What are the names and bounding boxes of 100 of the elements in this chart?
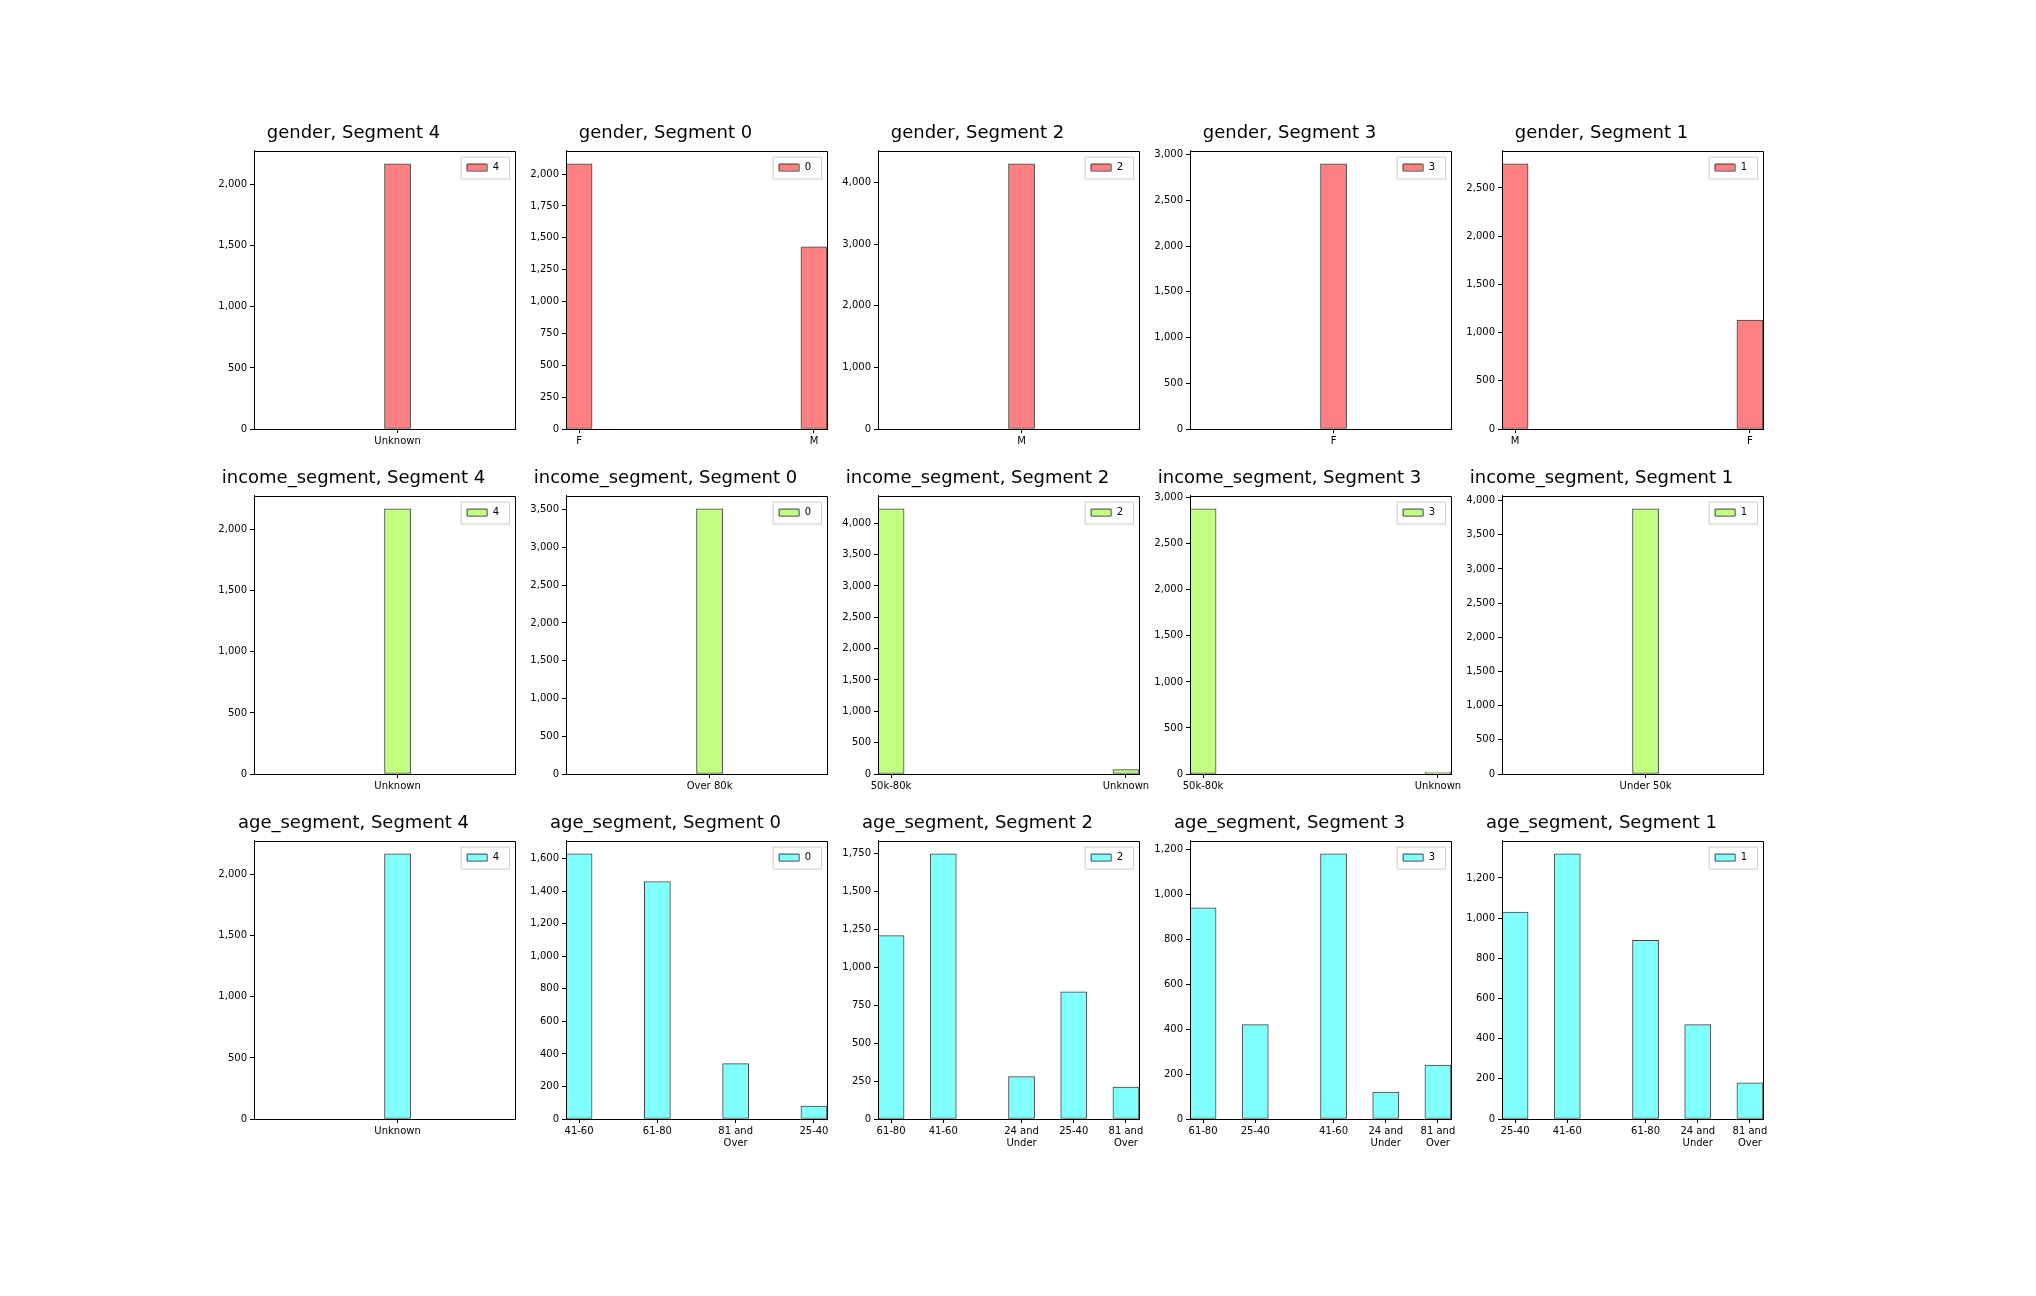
x-tick-label: Unknown: [374, 779, 421, 791]
y-tick-label: 1,250: [530, 263, 559, 275]
legend-label: 0: [804, 506, 812, 518]
y-tick-label: 0: [552, 767, 559, 779]
y-tick-label: 1,000: [1466, 699, 1495, 711]
chart-title: gender, Segment 1: [1514, 121, 1689, 143]
chart-title: income_segment, Segment 4: [221, 466, 486, 489]
y-tick-label: 1,250: [842, 923, 871, 935]
y-tick-label: 1,750: [842, 847, 871, 859]
chart-title: income_segment, Segment 0: [533, 466, 798, 489]
y-tick-label: 200: [539, 1080, 559, 1092]
x-tick-label: Under 50k: [1619, 779, 1672, 791]
x-tick-label: 61-80: [876, 1124, 906, 1136]
x-tick-label: 81 and Over: [1108, 1124, 1144, 1148]
y-tick-label: 200: [1163, 1067, 1183, 1079]
y-tick-label: 2,000: [218, 523, 247, 535]
x-tick-label: 24 and Under: [1004, 1124, 1039, 1148]
y-tick-label: 3,000: [842, 579, 871, 591]
y-tick-label: 1,000: [842, 961, 871, 973]
y-tick-label: 500: [227, 706, 247, 718]
y-tick-label: 400: [1163, 1022, 1183, 1034]
x-tick-label: 61-80: [1631, 1124, 1661, 1136]
x-tick-label: 25-40: [1500, 1124, 1530, 1136]
y-tick-label: 1,500: [218, 929, 247, 941]
y-tick-label: 600: [1475, 992, 1495, 1004]
y-tick-label: 2,000: [218, 868, 247, 880]
y-tick-label: 1,000: [1154, 331, 1183, 343]
y-tick-label: 2,000: [218, 178, 247, 190]
y-tick-label: 1,000: [530, 949, 559, 961]
legend-label: 2: [1116, 851, 1124, 863]
y-tick-label: 1,750: [530, 199, 559, 211]
y-tick-label: 1,500: [1466, 277, 1495, 289]
chart-title: income_segment, Segment 3: [1157, 466, 1422, 489]
y-tick-label: 0: [240, 422, 247, 434]
x-tick-label: M: [1510, 434, 1520, 446]
legend-label: 2: [1116, 506, 1124, 518]
y-tick-label: 500: [539, 729, 559, 741]
x-tick-label: 25-40: [1240, 1124, 1270, 1136]
chart-title: income_segment, Segment 1: [1469, 466, 1734, 489]
legend-label: 4: [492, 506, 500, 518]
y-tick-label: 0: [1176, 767, 1183, 779]
chart-title: age_segment, Segment 2: [861, 811, 1094, 834]
y-tick-label: 500: [851, 1036, 871, 1048]
y-tick-label: 0: [1488, 1112, 1495, 1124]
y-tick-label: 400: [1475, 1032, 1495, 1044]
y-tick-label: 2,500: [1154, 194, 1183, 206]
y-tick-label: 1,500: [842, 885, 871, 897]
x-tick-label: Unknown: [1414, 779, 1462, 791]
legend-label: 2: [1116, 161, 1124, 173]
y-tick-label: 500: [227, 1051, 247, 1063]
y-tick-label: 0: [864, 1112, 871, 1124]
x-tick-label: 41-60: [1319, 1124, 1349, 1136]
y-tick-label: 1,000: [218, 300, 247, 312]
y-tick-label: 1,000: [218, 645, 247, 657]
x-tick-label: F: [576, 434, 583, 446]
y-tick-label: 0: [552, 422, 559, 434]
y-tick-label: 1,500: [218, 584, 247, 596]
y-tick-label: 1,000: [1466, 326, 1495, 338]
y-tick-label: 3,500: [842, 548, 871, 560]
y-tick-label: 800: [539, 982, 559, 994]
x-tick-label: M: [809, 434, 819, 446]
y-tick-label: 500: [1163, 721, 1183, 733]
y-tick-label: 1,500: [1154, 285, 1183, 297]
y-tick-label: 1,000: [842, 360, 871, 372]
y-tick-label: 3,000: [842, 237, 871, 249]
y-tick-label: 500: [227, 361, 247, 373]
y-tick-label: 250: [851, 1074, 871, 1086]
legend-label: 3: [1428, 506, 1436, 518]
y-tick-label: 1,500: [530, 231, 559, 243]
y-tick-label: 1,200: [530, 917, 559, 929]
x-tick-label: 61-80: [642, 1124, 672, 1136]
x-tick-label: 24 and Under: [1680, 1124, 1716, 1148]
x-tick-label: M: [1017, 434, 1026, 446]
y-tick-label: 1,000: [530, 295, 559, 307]
legend-label: 4: [492, 161, 500, 173]
y-tick-label: 2,500: [1466, 181, 1495, 193]
y-tick-label: 2,500: [842, 610, 871, 622]
y-tick-label: 4,000: [842, 175, 871, 187]
legend-label: 0: [804, 161, 812, 173]
y-tick-label: 1,400: [530, 884, 559, 896]
y-tick-label: 3,000: [1154, 148, 1183, 160]
y-tick-label: 0: [1488, 422, 1495, 434]
y-tick-label: 500: [1475, 733, 1495, 745]
y-tick-label: 2,500: [1154, 537, 1183, 549]
x-tick-label: 81 and Over: [718, 1124, 754, 1148]
y-tick-label: 2,000: [530, 616, 559, 628]
chart-title: income_segment, Segment 2: [845, 466, 1110, 489]
x-tick-label: 25-40: [1059, 1124, 1089, 1136]
y-tick-label: 0: [864, 767, 871, 779]
y-tick-label: 2,000: [1466, 630, 1495, 642]
y-tick-label: 500: [1475, 374, 1495, 386]
x-tick-label: 24 and Under: [1368, 1124, 1404, 1148]
x-tick-label: 61-80: [1188, 1124, 1218, 1136]
x-tick-label: Unknown: [374, 434, 421, 446]
x-tick-label: 25-40: [799, 1124, 829, 1136]
x-tick-label: F: [1747, 434, 1754, 446]
x-tick-label: Over 80k: [686, 779, 733, 791]
y-tick-label: 800: [1163, 932, 1183, 944]
legend-label: 0: [804, 851, 812, 863]
x-tick-label: 50k-80k: [1182, 779, 1224, 791]
